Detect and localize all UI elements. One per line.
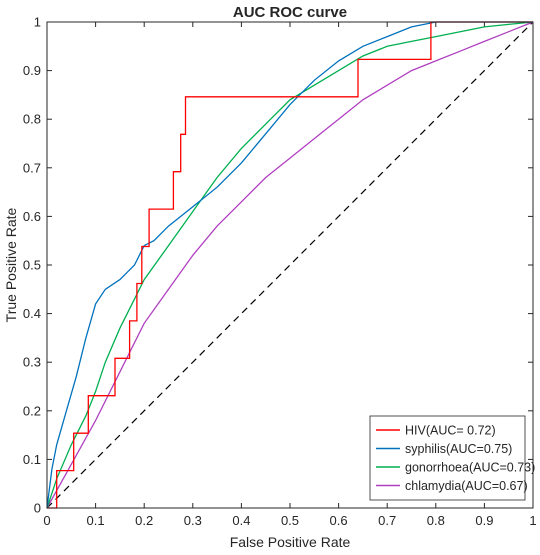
y-tick-label: 0.1 (23, 452, 41, 467)
legend-label-hiv: HIV(AUC= 0.72) (405, 424, 496, 438)
legend-label-gonorrhoea: gonorrhoea(AUC=0.73) (405, 461, 535, 475)
y-axis-label: True Positive Rate (3, 207, 19, 322)
x-tick-label: 0.3 (184, 513, 202, 528)
y-tick-label: 1 (34, 15, 41, 30)
x-axis-label: False Positive Rate (230, 534, 351, 550)
x-tick-label: 0.2 (135, 513, 153, 528)
y-tick-label: 0.2 (23, 403, 41, 418)
series-line-chlamydia (46, 21, 534, 509)
y-tick-label: 0.5 (23, 258, 41, 273)
y-tick-label: 0.7 (23, 160, 41, 175)
axes-box (46, 21, 534, 509)
chart-title: AUC ROC curve (233, 4, 347, 21)
legend: HIV(AUC= 0.72) syphilis(AUC=0.75) gonorrho… (369, 415, 535, 501)
x-tick-label: 0.9 (475, 513, 493, 528)
x-tick-label: 0.8 (427, 513, 445, 528)
plot-layer: 0 0.1 0.2 0.3 0.4 0.5 0.6 0.7 0.8 0.9 1 0 0.1 0.2 0.3 0… (23, 15, 537, 529)
y-tick-label: 0.9 (23, 63, 41, 78)
y-tick-label: 0 (34, 501, 41, 516)
y-tick-label: 0.4 (23, 306, 41, 321)
diagonal-reference-line (46, 21, 534, 509)
y-tick-label: 0.3 (23, 355, 41, 370)
series-line-syphilis (46, 21, 533, 509)
x-tick-label: 0.5 (281, 513, 299, 528)
x-tick-label: 0.6 (330, 513, 348, 528)
x-tick-label: 0 (43, 513, 50, 528)
x-tick-label: 0.4 (232, 513, 250, 528)
y-tick-label: 0.6 (23, 209, 41, 224)
x-tick-label: 1 (529, 513, 536, 528)
legend-label-syphilis: syphilis(AUC=0.75) (405, 442, 512, 456)
x-tick-label: 0.7 (378, 513, 396, 528)
series-line-hiv (47, 21, 533, 509)
legend-label-chlamydia: chlamydia(AUC=0.67) (405, 479, 528, 493)
x-tick-label: 0.1 (87, 513, 105, 528)
y-tick-label: 0.8 (23, 112, 41, 127)
